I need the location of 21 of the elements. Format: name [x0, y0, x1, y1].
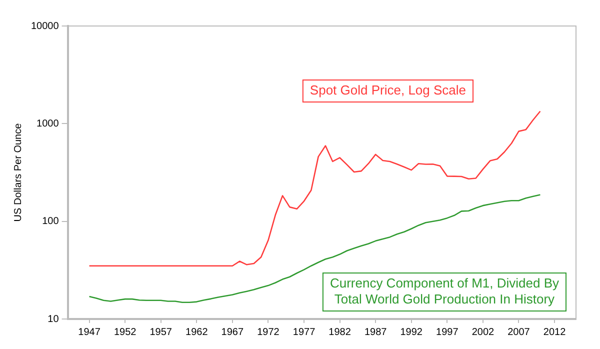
- x-tick-label: 2012: [543, 326, 566, 338]
- x-tick-label: 1987: [364, 326, 388, 338]
- x-tick-label: 1957: [150, 326, 172, 338]
- x-tick-label: 1997: [436, 326, 459, 338]
- x-tick-label: 1947: [78, 326, 101, 338]
- y-tick-label: 1000: [36, 118, 60, 130]
- y-axis-title: US Dollars Per Ounce: [12, 122, 24, 222]
- y-tick-label: 10000: [30, 20, 60, 32]
- x-tick-label: 1952: [114, 326, 137, 338]
- x-tick-label: 1967: [221, 326, 244, 338]
- x-tick-label: 1962: [186, 326, 208, 338]
- x-tick-label: 2002: [472, 326, 495, 338]
- series-label: Currency Component of M1, Divided By Total World Gold Production In History: [330, 276, 560, 307]
- x-tick-label: 1972: [257, 326, 280, 338]
- x-tick-label: 1992: [400, 326, 423, 338]
- x-tick-label: 1977: [292, 326, 316, 338]
- y-tick-label: 10: [48, 314, 60, 325]
- x-tick-label: 2007: [508, 326, 530, 338]
- text: Spot Gold Price, Log Scale: [310, 82, 466, 98]
- x-tick-label: 1982: [328, 326, 352, 338]
- y-tick-label: 100: [42, 216, 60, 228]
